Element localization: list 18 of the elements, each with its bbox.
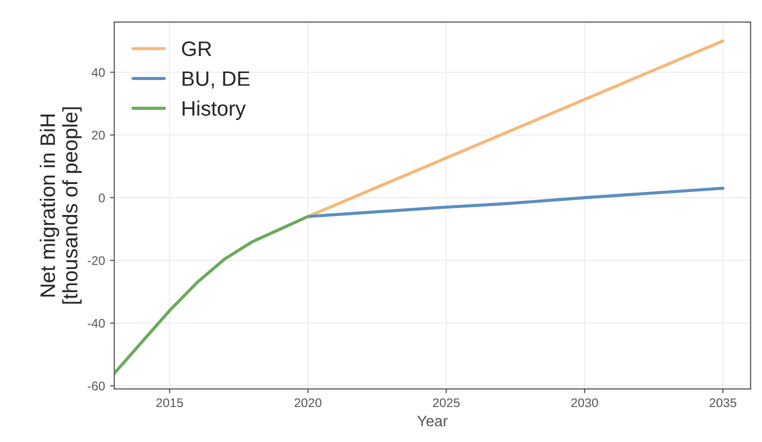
x-tick-label: 2035 <box>710 398 736 408</box>
x-tick-label: 2015 <box>156 398 184 408</box>
y-tick-label: -40 <box>88 318 105 328</box>
legend-label: GR <box>182 41 212 56</box>
legend-label: BU, DE <box>182 71 250 88</box>
y-tick-label: -60 <box>88 382 105 390</box>
y-axis-title: Net migration in BiH [thousands of people] <box>40 107 82 304</box>
x-tick-label: 2020 <box>294 398 322 408</box>
legend-label: History <box>182 100 246 120</box>
y-tick-label: 40 <box>92 68 105 77</box>
y-tick-label: 0 <box>98 193 105 202</box>
line-series <box>306 186 724 218</box>
y-tick-label: 20 <box>92 130 105 140</box>
line-series <box>114 214 310 375</box>
x-axis-title: Year <box>417 416 448 426</box>
x-tick-label: 2030 <box>571 398 598 408</box>
x-tick-label: 2025 <box>432 398 460 408</box>
y-tick-label: -20 <box>88 256 105 266</box>
